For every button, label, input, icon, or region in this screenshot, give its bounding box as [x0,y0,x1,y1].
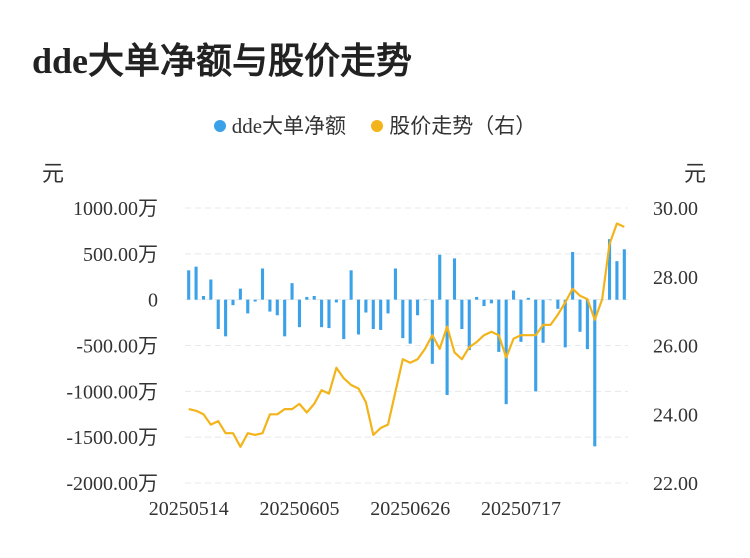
bar [401,299,405,339]
bar [364,299,368,313]
bar [489,299,493,304]
bar [408,299,412,344]
bar [297,299,301,328]
bar [201,296,206,300]
legend: dde大单净额 股价走势（右） [0,110,750,140]
left-tick-label: -1000.00万 [66,381,158,403]
bar [416,299,420,316]
bar [585,299,589,350]
bar [320,299,324,328]
legend-label-price: 股价走势（右） [389,114,537,138]
bar [209,279,213,300]
bar [615,261,619,300]
bar [194,266,198,300]
bar [290,283,294,300]
bar [356,299,361,335]
bar [460,299,464,329]
left-tick-label: -1500.00万 [66,427,158,449]
legend-item-price[interactable]: 股价走势（右） [371,110,536,140]
bar [327,299,331,329]
bar [512,290,516,300]
left-tick-label: -2000.00万 [66,473,158,495]
bar [534,299,538,392]
bar [467,299,471,351]
bar [342,299,346,340]
x-tick-label: 20250717 [481,498,561,520]
bar [519,299,523,342]
bar [497,299,501,352]
bar [379,299,383,330]
bar [187,270,191,300]
bar [571,252,575,300]
bar [556,299,560,309]
bar [253,299,257,302]
bar [386,299,390,314]
right-axis-unit: 元 [684,161,707,186]
left-axis-unit: 元 [42,161,65,186]
bar [622,249,626,300]
right-tick-label: 30.00 [653,198,698,220]
left-tick-label: -500.00万 [76,336,158,358]
bar [260,268,265,300]
bar [312,296,316,300]
bar [423,299,427,301]
bar [238,288,242,300]
bar [275,299,279,316]
price-line [188,222,625,448]
bar [526,297,530,300]
bar [452,258,457,300]
x-tick-label: 20250605 [259,498,339,520]
right-tick-label: 24.00 [653,404,698,426]
bar [563,299,567,348]
legend-label-dde: dde大单净额 [231,114,347,138]
bar [268,299,272,312]
bar [246,299,250,314]
left-tick-label: 1000.00万 [73,198,158,220]
bar [445,299,449,395]
bar [475,296,479,300]
bar [607,239,612,300]
bar [393,268,397,300]
left-tick-label: 500.00万 [83,244,158,266]
bar [349,270,353,300]
bar [504,299,508,405]
chart-title: dde大单净额与股价走势 [32,41,413,81]
x-tick-label: 20250626 [370,498,450,520]
bar [593,299,597,447]
bar [548,299,553,301]
bar [482,299,486,307]
bar [541,299,545,343]
bar [305,296,309,300]
bar [334,299,338,303]
right-tick-label: 22.00 [653,473,698,495]
legend-item-dde[interactable]: dde大单净额 [213,110,347,140]
bar [216,299,220,329]
bar [430,299,434,364]
left-tick-label: 0 [148,290,158,312]
bar [371,299,375,329]
bar [224,299,228,337]
legend-dot-icon [213,120,226,133]
legend-dot-icon [371,120,384,133]
bar [283,299,287,337]
right-tick-label: 26.00 [653,336,698,358]
bar [438,254,442,300]
bar [231,299,235,306]
bar [578,299,582,332]
x-tick-label: 20250514 [149,498,229,520]
right-tick-label: 28.00 [653,267,698,289]
